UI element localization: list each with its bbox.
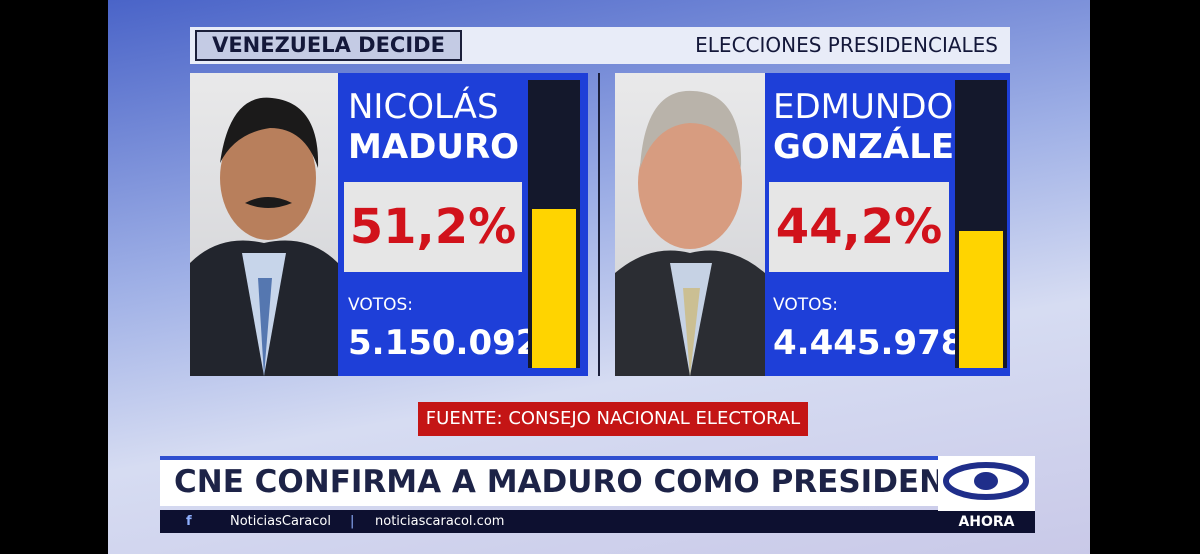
bar-track (528, 80, 580, 368)
website: noticiascaracol.com (375, 514, 505, 529)
facebook-icon: f (186, 514, 192, 529)
divider (598, 73, 600, 376)
bar-track (955, 80, 1007, 368)
broadcast-screen: VENEZUELA DECIDE ELECCIONES PRESIDENCIAL… (108, 0, 1090, 554)
footer: f NoticiasCaracol | noticiascaracol.com (160, 510, 1035, 533)
logo-mark (943, 462, 1029, 500)
percent-bar (532, 209, 576, 368)
brand: AHORA (938, 511, 1035, 533)
candidate-panel: NICOLÁS MADURO 51,2% VOTOS: 5.150.092 (338, 73, 588, 376)
social: NoticiasCaracol (230, 514, 331, 529)
candidate-photo (615, 73, 765, 376)
source: FUENTE: CONSEJO NACIONAL ELECTORAL (418, 402, 808, 436)
first-name: EDMUNDO (773, 87, 954, 127)
headline: CNE CONFIRMA A MADURO COMO PRESIDENTE (160, 456, 1035, 506)
percent-label: 51,2% (344, 182, 522, 272)
separator: | (350, 514, 355, 529)
votes-label: VOTOS: (348, 295, 413, 315)
portrait (615, 90, 765, 376)
percent-bar (959, 230, 1003, 368)
votes: 5.150.092 (348, 323, 540, 363)
votes-label: VOTOS: (773, 295, 838, 315)
last-name: GONZÁLEZ (773, 127, 979, 167)
last-name: MADURO (348, 127, 520, 167)
first-name: NICOLÁS (348, 87, 499, 127)
logo: AHORA (938, 456, 1035, 533)
portrait (190, 97, 338, 376)
candidate-photo (190, 73, 338, 376)
votes: 4.445.978 (773, 323, 965, 363)
header-subtitle: ELECCIONES PRESIDENCIALES (695, 33, 998, 57)
header-title: VENEZUELA DECIDE (195, 30, 462, 61)
percent-label: 44,2% (769, 182, 949, 272)
candidate-panel: EDMUNDO GONZÁLEZ 44,2% VOTOS: 4.445.978 (765, 73, 1010, 376)
